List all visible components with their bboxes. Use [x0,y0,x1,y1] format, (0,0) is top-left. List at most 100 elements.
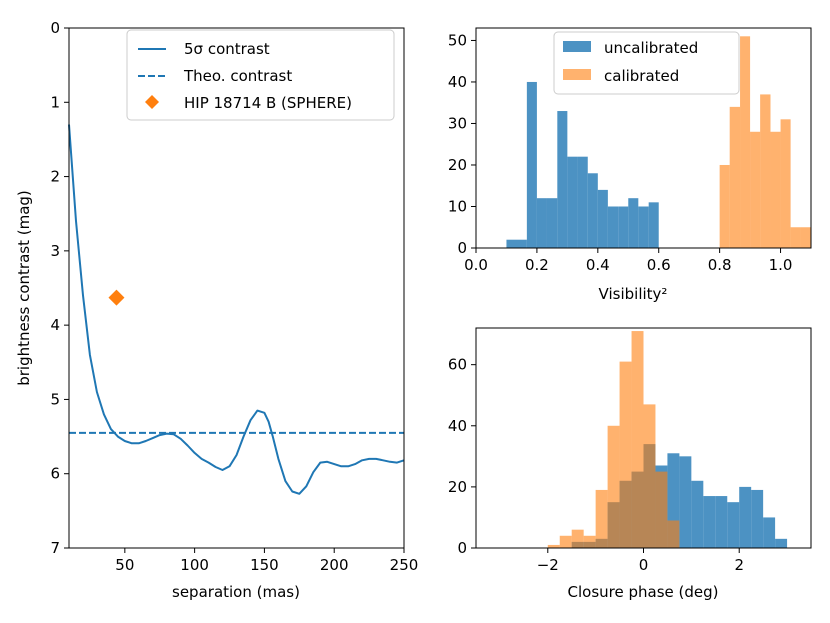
contrast-xtick-label: 200 [320,556,349,574]
closure-plot-area [547,331,788,548]
visibility-calibrated-bar [770,131,781,248]
closure-xtick-label: −2 [537,556,559,574]
visibility-uncalibrated-bar [536,198,547,248]
closure-ytick-label: 20 [448,478,467,496]
visibility-uncalibrated-bar [618,206,629,248]
closure-calibrated-bar [595,489,608,548]
closure-uncalibrated-bar [763,517,776,548]
visibility-ticks: 0.0 0.2 0.4 0.6 0.8 1.0 0 10 20 30 40 50 [448,31,793,274]
contrast-xtick-label: 100 [180,556,209,574]
closure-calibrated-bar [571,529,584,548]
closure-uncalibrated-bar [679,456,692,548]
contrast-ytick-label: 6 [50,465,60,483]
visibility-xlabel: Visibility² [599,285,668,303]
legend-diamond-swatch [145,95,159,109]
visibility-xtick-label: 0.8 [708,256,732,274]
visibility-ytick-label: 30 [448,114,467,132]
visibility-uncalibrated-bar [648,202,659,248]
visibility-uncalibrated-bar [546,198,558,248]
visibility-ytick-label: 50 [448,31,467,49]
closure-uncalibrated-bar [751,489,764,548]
closure-calibrated-bar [619,361,632,548]
contrast-ytick-label: 0 [50,19,60,37]
contrast-5sigma-line [68,124,405,495]
contrast-ylabel: brightness contrast (mag) [15,190,33,386]
closure-ytick-label: 60 [448,356,467,374]
visibility-calibrated-bar [780,119,791,248]
closure-uncalibrated-bar [739,486,752,548]
legend-uncalibrated-swatch [563,41,591,52]
legend-label-5sigma: 5σ contrast [184,40,270,58]
visibility-xtick-label: 1.0 [769,256,793,274]
closure-calibrated-bar [655,471,668,548]
closure-ytick-label: 40 [448,417,467,435]
closure-ytick-label: 0 [457,539,467,557]
contrast-axes-frame [68,27,405,549]
visibility-calibrated-bar [750,131,761,248]
contrast-ytick-label: 7 [50,539,60,557]
contrast-ytick-label: 1 [50,93,60,111]
contrast-legend: 5σ contrast Theo. contrast HIP 18714 B (… [126,29,395,121]
contrast-plot-area [68,124,405,495]
closure-calibrated-bar [631,331,644,548]
visibility-calibrated-bar [790,227,801,248]
visibility-uncalibrated-bar [607,206,619,248]
contrast-ytick-label: 5 [50,390,60,408]
visibility-calibrated-bar [729,106,741,249]
contrast-xlabel: separation (mas) [172,583,300,601]
legend-label-sphere: HIP 18714 B (SPHERE) [184,94,352,112]
visibility-xtick-label: 0.6 [647,256,671,274]
contrast-ytick-label: 4 [50,316,60,334]
visibility-uncalibrated-bar [567,156,578,248]
contrast-ytick-label: 2 [50,168,60,186]
visibility-ytick-label: 40 [448,73,467,91]
legend-calibrated-swatch [563,69,591,80]
visibility-panel: 0.0 0.2 0.4 0.6 0.8 1.0 0 10 20 30 40 50 Visibility… [448,27,812,303]
visibility-ytick-label: 20 [448,156,467,174]
visibility-ytick-label: 10 [448,197,467,215]
closure-calibrated-bar [583,535,596,548]
visibility-uncalibrated-bar [638,206,649,248]
closure-calibrated-bar [547,544,560,548]
closure-calibrated-bar [667,520,680,548]
visibility-xtick-label: 0.0 [464,256,488,274]
closure-uncalibrated-bar [715,496,728,548]
visibility-xtick-label: 0.4 [586,256,610,274]
closure-calibrated-bar [643,404,656,548]
legend-label-theo: Theo. contrast [183,67,292,85]
visibility-calibrated-bar [719,164,730,248]
legend-calibrated-label: calibrated [604,67,679,85]
closure-uncalibrated-bar [667,453,680,548]
visibility-calibrated-bar [760,94,771,248]
closure-xtick-label: 2 [734,556,744,574]
visibility-ytick-label: 0 [457,239,467,257]
visibility-axes-frame [475,27,812,249]
visibility-uncalibrated-bar [577,156,588,248]
visibility-uncalibrated-bar [506,239,517,248]
visibility-uncalibrated-bar [557,111,568,249]
visibility-uncalibrated-bar [628,198,639,248]
contrast-legend-box [126,29,395,121]
closure-uncalibrated-bar [703,496,716,548]
visibility-calibrated-bar [800,227,811,248]
visibility-uncalibrated-bar [526,81,537,249]
visibility-legend-box [553,31,740,95]
contrast-ytick-label: 3 [50,242,60,260]
closure-calibrated-bar [559,535,572,548]
visibility-plot-area [506,36,811,249]
legend-uncalibrated-label: uncalibrated [604,39,698,57]
contrast-ticks: 50 100 150 200 250 0 1 2 3 4 5 6 7 [50,19,418,574]
visibility-uncalibrated-bar [516,239,527,248]
closure-calibrated-bar [607,425,620,548]
visibility-legend: uncalibrated calibrated [553,31,740,95]
visibility-uncalibrated-bar [587,173,598,248]
visibility-calibrated-bar [740,36,751,248]
closure-uncalibrated-bar [775,538,788,548]
closure-xlabel: Closure phase (deg) [568,583,719,601]
closure-xtick-label: 0 [639,556,649,574]
contrast-xtick-label: 150 [250,556,279,574]
